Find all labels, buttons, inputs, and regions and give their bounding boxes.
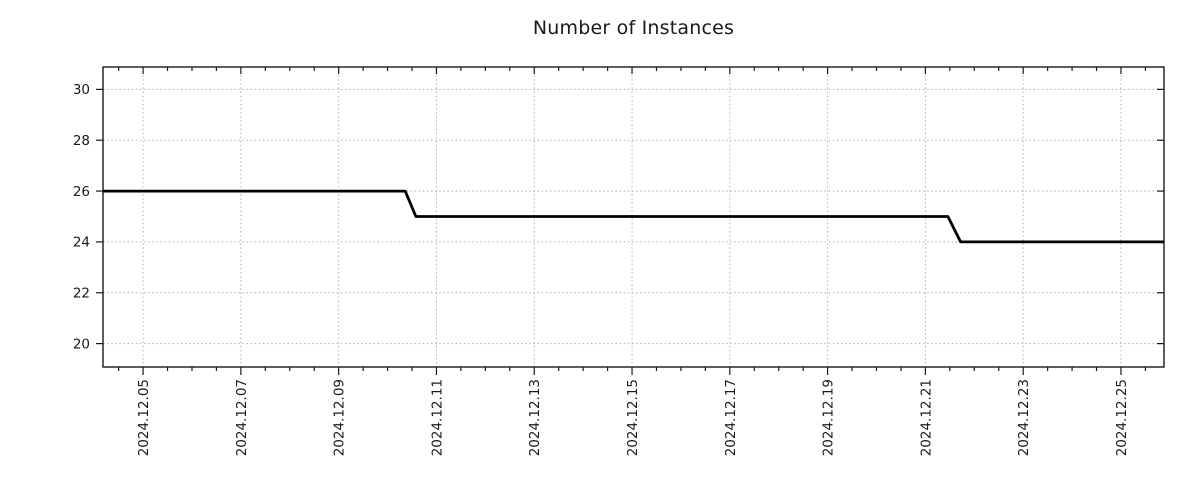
x-tick-label: 2024.12.25	[1114, 379, 1130, 456]
x-tick-label: 2024.12.21	[918, 379, 934, 456]
chart-title: Number of Instances	[532, 17, 735, 39]
x-tick-label: 2024.12.07	[234, 379, 250, 456]
x-tick-label: 2024.12.15	[625, 379, 641, 456]
x-tick-label: 2024.12.05	[136, 379, 152, 456]
x-tick-label: 2024.12.11	[429, 379, 445, 456]
y-tick-label: 30	[73, 82, 90, 98]
y-tick-label: 24	[73, 235, 90, 251]
x-tick-label: 2024.12.23	[1016, 379, 1032, 456]
y-tick-label: 20	[73, 336, 90, 352]
y-tick-label: 28	[73, 133, 90, 149]
x-tick-label: 2024.12.17	[723, 379, 739, 456]
x-tick-label: 2024.12.13	[527, 379, 543, 456]
y-tick-label: 22	[73, 286, 90, 302]
y-tick-label: 26	[73, 184, 90, 200]
plot-border	[102, 66, 1165, 368]
x-tick-label: 2024.12.09	[332, 379, 348, 456]
series-line	[103, 189, 1164, 244]
x-tick-label: 2024.12.19	[821, 379, 837, 456]
